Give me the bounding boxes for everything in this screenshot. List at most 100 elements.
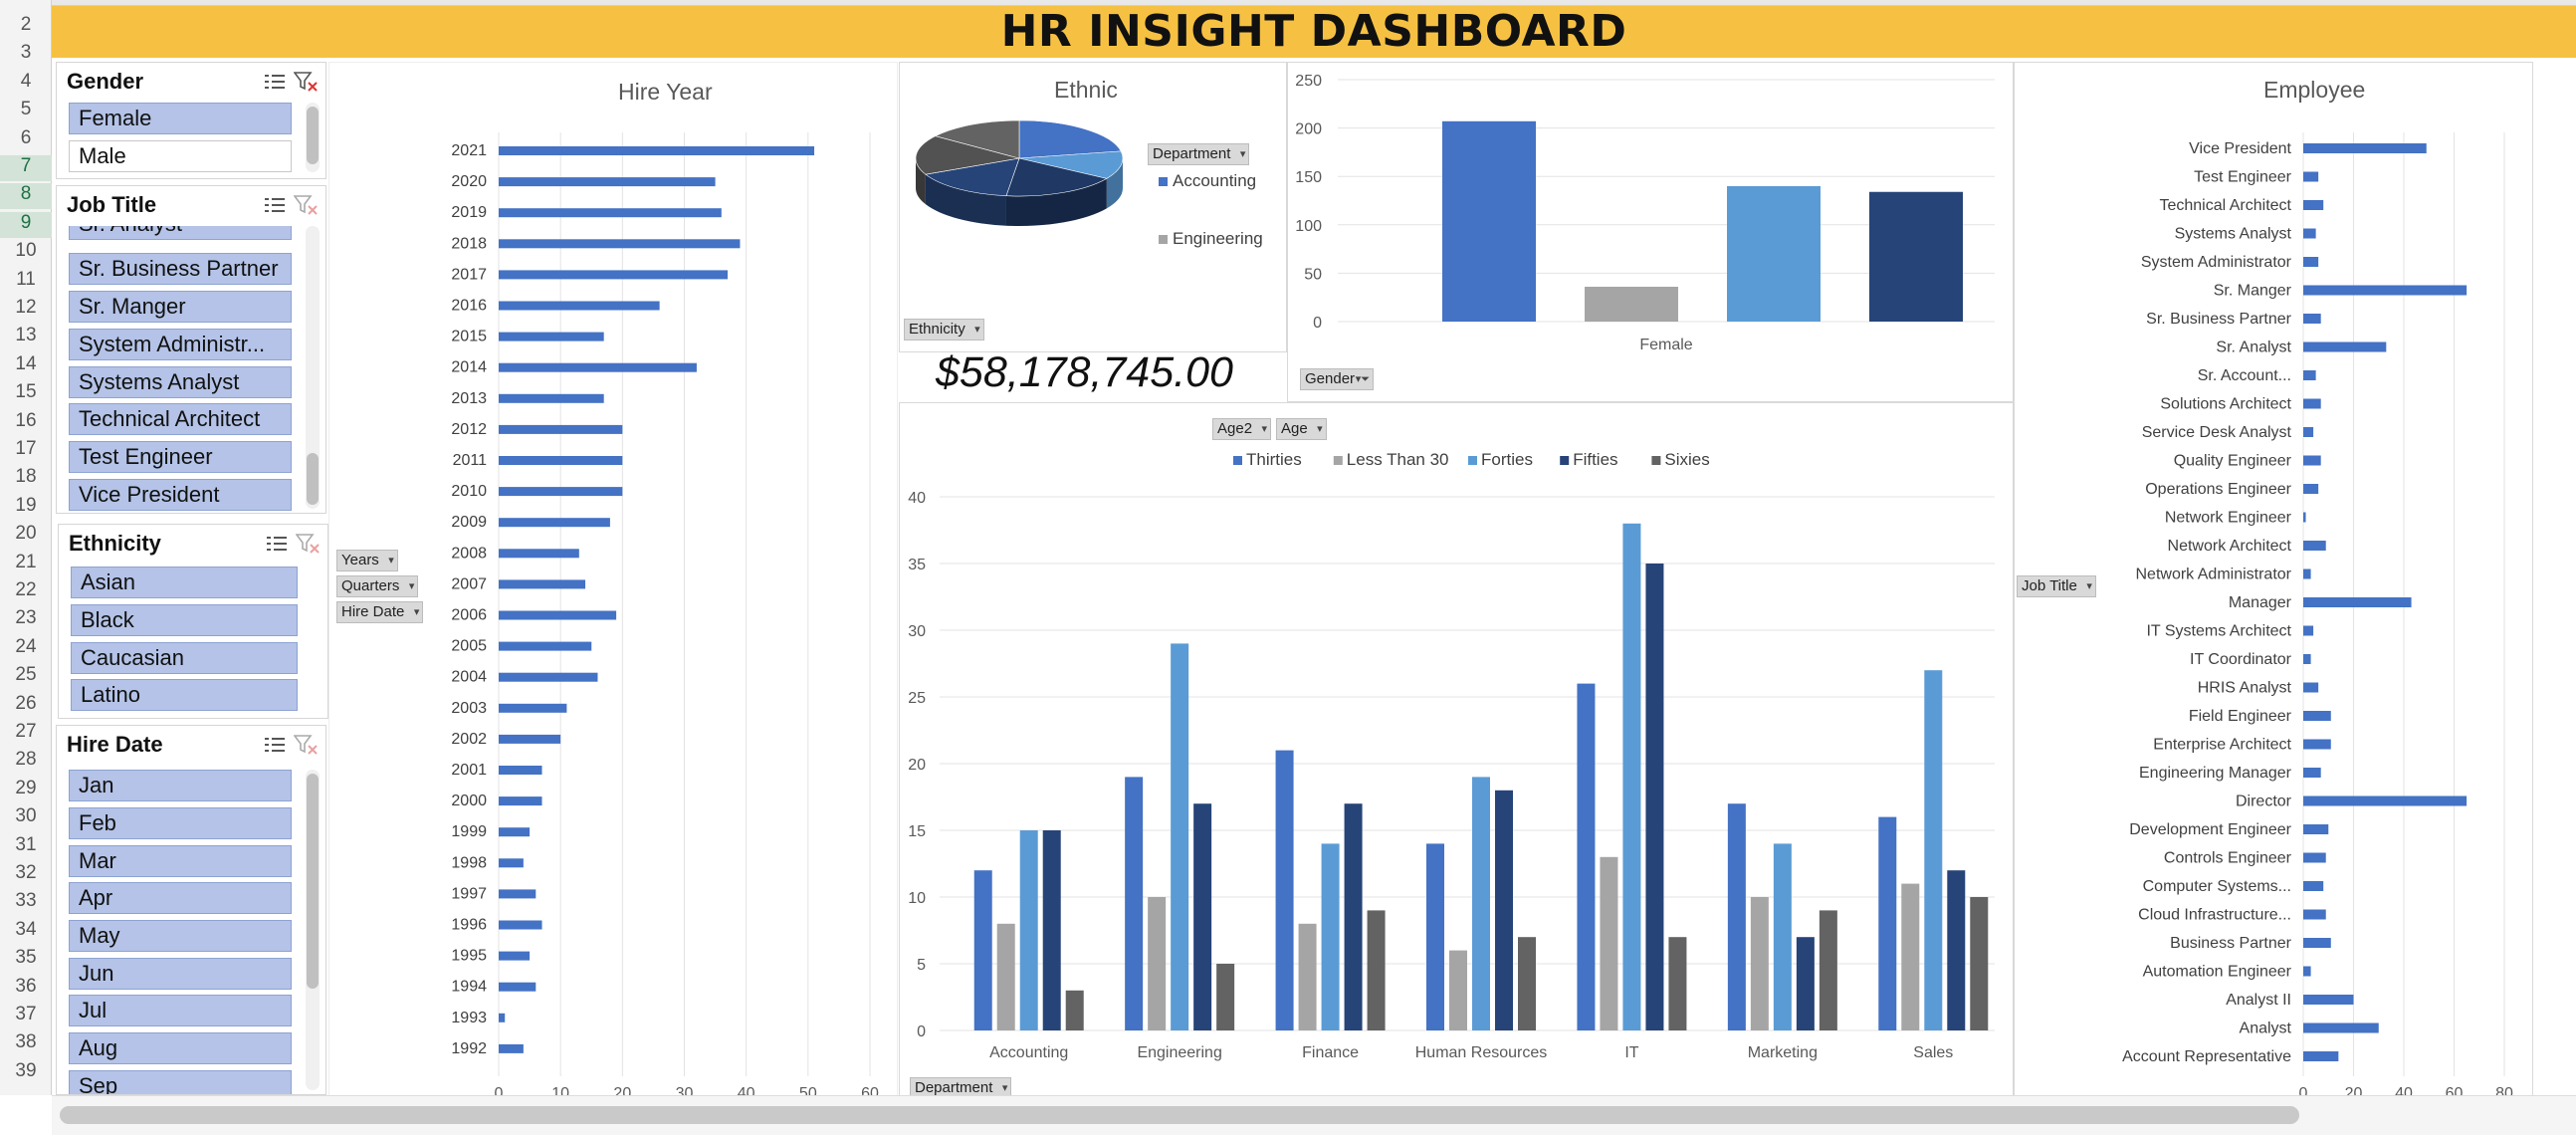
- row-number[interactable]: 5: [20, 99, 32, 120]
- row-number[interactable]: 35: [15, 947, 37, 969]
- row-number[interactable]: 37: [15, 1004, 37, 1024]
- row-number[interactable]: 32: [15, 862, 37, 883]
- row-number[interactable]: 17: [15, 438, 37, 459]
- gender-chart[interactable]: 0 50 100 150 200 250 Female: [1287, 62, 2014, 402]
- row-number[interactable]: 11: [16, 268, 36, 290]
- horizontal-scrollbar-thumb[interactable]: [60, 1106, 2299, 1124]
- slicer-item-systems-analyst[interactable]: Systems Analyst: [69, 366, 292, 398]
- multi-select-icon[interactable]: [264, 72, 286, 92]
- row-number[interactable]: 20: [15, 523, 37, 545]
- slicer-item-vice-president[interactable]: Vice President: [69, 479, 292, 511]
- hire-year-chart[interactable]: Hire Year 0 10 20 30 40 50 60 2021 2020 2019 2018 2…: [328, 62, 898, 1098]
- clear-filter-icon[interactable]: [294, 194, 318, 216]
- row-number[interactable]: 12: [15, 297, 37, 318]
- clear-filter-icon[interactable]: [294, 734, 318, 756]
- ethnicity-slicer: Ethnicity Asian Black Caucasian Latino: [58, 524, 328, 719]
- row-number[interactable]: 15: [15, 381, 37, 403]
- x-tick-label: 30: [676, 1085, 694, 1098]
- ethnicity-field-button[interactable]: Ethnicity ▾: [904, 319, 984, 340]
- row-number[interactable]: 14: [15, 352, 37, 374]
- slicer-item-jan[interactable]: Jan: [69, 770, 292, 801]
- age-field-button[interactable]: Age ▾: [1276, 418, 1327, 440]
- slicer-item-sep[interactable]: Sep: [69, 1070, 292, 1094]
- row-number[interactable]: 24: [15, 635, 37, 657]
- slicer-item-feb[interactable]: Feb: [69, 807, 292, 839]
- bar: [2303, 682, 2319, 693]
- x-tick-label: Engineering: [1137, 1044, 1221, 1061]
- slicer-item-latino[interactable]: Latino: [71, 679, 298, 711]
- slicer-item-female[interactable]: Female: [69, 103, 292, 134]
- slicer-item-male[interactable]: Male: [69, 140, 292, 172]
- row-number[interactable]: 23: [15, 607, 37, 629]
- row-number[interactable]: 18: [15, 466, 37, 488]
- row-number[interactable]: 22: [15, 579, 37, 600]
- y-tick-label: Vice President: [2189, 140, 2291, 157]
- row-number[interactable]: 8: [0, 183, 52, 210]
- job-title-slicer-scrollbar[interactable]: [306, 226, 320, 509]
- slicer-item-sr-manger[interactable]: Sr. Manger: [69, 291, 292, 323]
- department-legend-button[interactable]: Department ▾: [1148, 143, 1250, 165]
- row-number[interactable]: 2: [20, 14, 32, 35]
- slicer-item-system-administrator[interactable]: System Administr...: [69, 329, 292, 360]
- employee-chart[interactable]: Employee 0 20 40 60 80 Vice President Test Eng…: [2014, 62, 2533, 1098]
- row-number[interactable]: 39: [15, 1059, 37, 1081]
- ethnic-chart[interactable]: Ethnic Accounting Engineering: [899, 62, 1287, 352]
- slicer-item-mar[interactable]: Mar: [69, 845, 292, 877]
- department-age-chart[interactable]: 0 5 10 15 20 25 30 35 40 Accounting Engineering Fin…: [899, 402, 2014, 1097]
- hire-date-slicer-scrollbar[interactable]: [306, 770, 320, 1090]
- multi-select-icon[interactable]: [264, 735, 286, 755]
- slicer-item-apr[interactable]: Apr: [69, 882, 292, 914]
- row-number[interactable]: 38: [15, 1031, 37, 1053]
- bar: [2303, 314, 2321, 324]
- row-number[interactable]: 21: [15, 551, 37, 572]
- slicer-item-aug[interactable]: Aug: [69, 1032, 292, 1064]
- years-field-button[interactable]: Years ▾: [336, 550, 398, 571]
- hire-date-field-button[interactable]: Hire Date ▾: [336, 601, 424, 623]
- multi-select-icon[interactable]: [266, 534, 288, 554]
- slicer-item-asian[interactable]: Asian: [71, 567, 298, 598]
- age2-field-button[interactable]: Age2 ▾: [1212, 418, 1272, 440]
- row-number[interactable]: 25: [15, 664, 37, 686]
- department-field-button[interactable]: Department ▾: [910, 1077, 1012, 1099]
- slicer-item-jun[interactable]: Jun: [69, 958, 292, 990]
- horizontal-scrollbar[interactable]: [52, 1095, 2576, 1135]
- row-number[interactable]: 26: [15, 692, 37, 714]
- slicer-item-sr-business-partner[interactable]: Sr. Business Partner: [69, 253, 292, 285]
- row-number[interactable]: 33: [15, 890, 37, 912]
- job-title-field-button[interactable]: Job Title ▾: [2017, 575, 2096, 597]
- row-number[interactable]: 3: [20, 42, 32, 64]
- row-number[interactable]: 10: [15, 240, 37, 262]
- slicer-item-may[interactable]: May: [69, 920, 292, 952]
- quarters-field-button[interactable]: Quarters ▾: [336, 575, 419, 597]
- row-number[interactable]: 19: [15, 494, 37, 516]
- row-number[interactable]: 34: [15, 918, 37, 940]
- row-number[interactable]: 28: [15, 749, 37, 771]
- clear-filter-icon[interactable]: [294, 71, 318, 93]
- slicer-item-test-engineer[interactable]: Test Engineer: [69, 441, 292, 473]
- hire-year-title: Hire Year: [618, 79, 713, 105]
- row-number[interactable]: 30: [15, 805, 37, 827]
- row-number[interactable]: 13: [15, 325, 37, 346]
- row-number[interactable]: 29: [15, 777, 37, 798]
- y-tick-label: HRIS Analyst: [2198, 680, 2292, 697]
- y-tick-label: Service Desk Analyst: [2142, 424, 2292, 441]
- row-number[interactable]: 6: [20, 126, 32, 148]
- slicer-item-technical-architect[interactable]: Technical Architect: [69, 403, 292, 435]
- gender-slicer-header: Gender: [57, 63, 325, 103]
- row-number[interactable]: 31: [15, 833, 37, 855]
- slicer-item-black[interactable]: Black: [71, 604, 298, 636]
- row-number[interactable]: 27: [15, 721, 37, 742]
- multi-select-icon[interactable]: [264, 195, 286, 215]
- y-tick-label: Controls Engineer: [2164, 850, 2292, 867]
- row-number[interactable]: 4: [20, 70, 32, 92]
- slicer-item-jul[interactable]: Jul: [69, 995, 292, 1026]
- row-number[interactable]: 7: [0, 155, 52, 181]
- gender-field-button[interactable]: Gender ▾⏷: [1300, 368, 1375, 390]
- row-number[interactable]: 9: [0, 211, 52, 238]
- slicer-item-caucasian[interactable]: Caucasian: [71, 642, 298, 674]
- row-number[interactable]: 16: [15, 409, 37, 431]
- row-number[interactable]: 36: [15, 975, 37, 997]
- clear-filter-icon[interactable]: [296, 533, 320, 555]
- gender-slicer-scrollbar[interactable]: [306, 103, 320, 172]
- bar: [2303, 398, 2321, 409]
